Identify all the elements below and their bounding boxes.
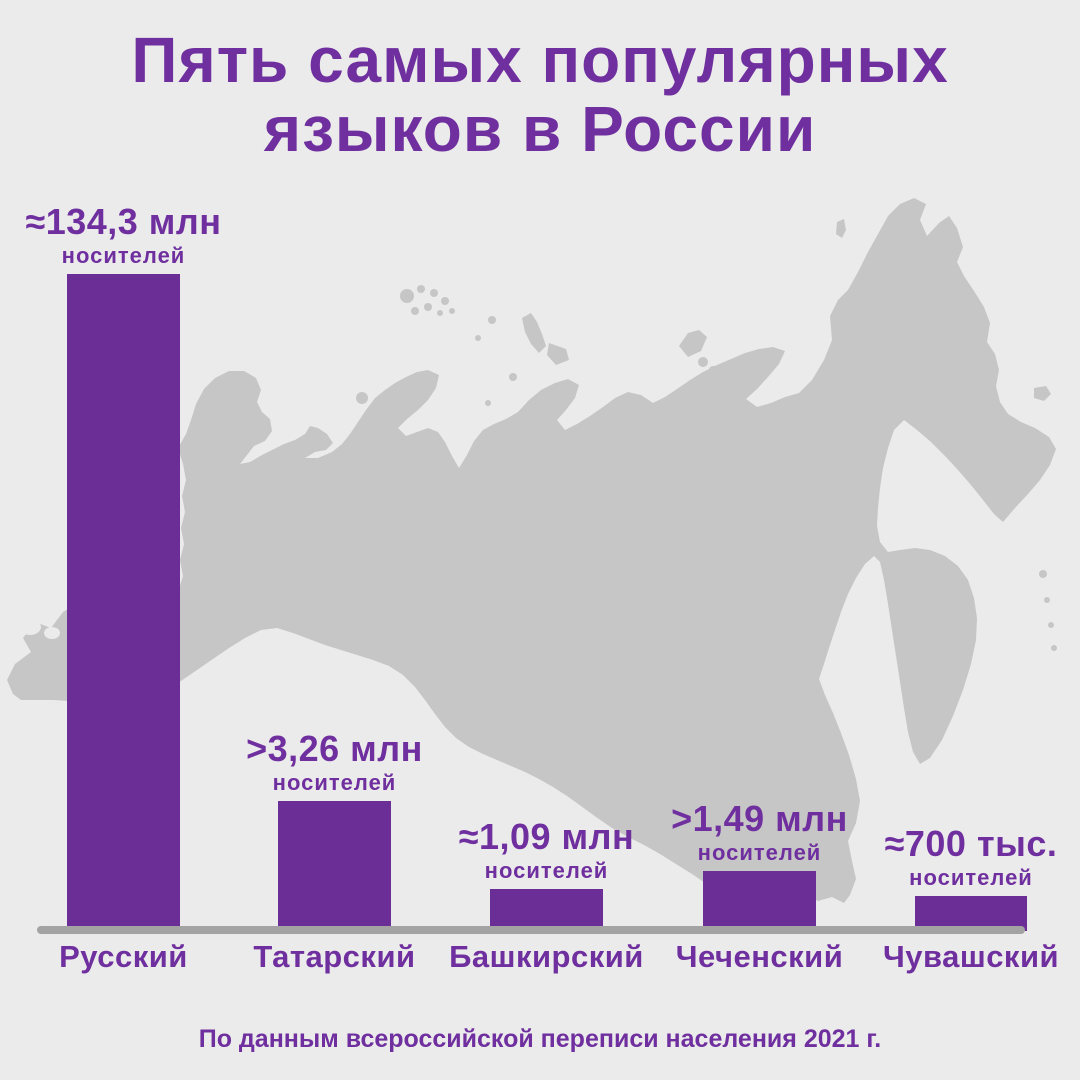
bar-chechen (703, 871, 816, 931)
bar-bashkir (490, 889, 603, 931)
value-text: ≈700 тыс. (884, 823, 1058, 864)
bar-category-label: Чеченский (675, 939, 844, 974)
source-note: По данным всероссийской переписи населен… (198, 1025, 882, 1053)
value-text: >3,26 млн (246, 728, 423, 769)
kuril-islands (1039, 570, 1057, 651)
bar-category-label: Чувашский (882, 939, 1060, 974)
bar-value-label: >3,26 млн носителей (195, 731, 475, 794)
page-title: Пять самых популярных языков в России (0, 24, 1080, 166)
bar-value-label: ≈1,09 млн носителей (407, 819, 687, 882)
bar-value-label: >1,49 млн носителей (620, 801, 900, 864)
lake-shape (44, 627, 60, 639)
unit-text: носителей (61, 243, 186, 268)
unit-text: носителей (272, 770, 397, 795)
value-text: ≈1,09 млн (458, 816, 635, 857)
title-line-2: языков в России (263, 93, 817, 166)
russia-mainland (7, 198, 1056, 903)
unit-text: носителей (697, 840, 822, 865)
bar-category-label: Русский (59, 939, 188, 974)
lake-shape (19, 619, 41, 635)
bar-category-label: Башкирский (449, 939, 644, 974)
unit-text: носителей (484, 858, 609, 883)
value-text: >1,49 млн (671, 798, 848, 839)
bar-chuvash (915, 896, 1027, 931)
bar-value-label: ≈700 тыс. носителей (831, 826, 1080, 889)
sakhalin-island (909, 650, 936, 760)
title-line-1: Пять самых популярных (131, 24, 949, 96)
bar-russian (67, 274, 180, 931)
arctic-islands (356, 219, 1051, 406)
axis-baseline (37, 926, 1025, 934)
bar-category-label: Татарский (253, 939, 416, 974)
value-text: ≈134,3 млн (25, 201, 222, 242)
bar-value-label: ≈134,3 млн носителей (0, 204, 264, 267)
bar-tatar (278, 801, 391, 931)
unit-text: носителей (909, 865, 1033, 890)
